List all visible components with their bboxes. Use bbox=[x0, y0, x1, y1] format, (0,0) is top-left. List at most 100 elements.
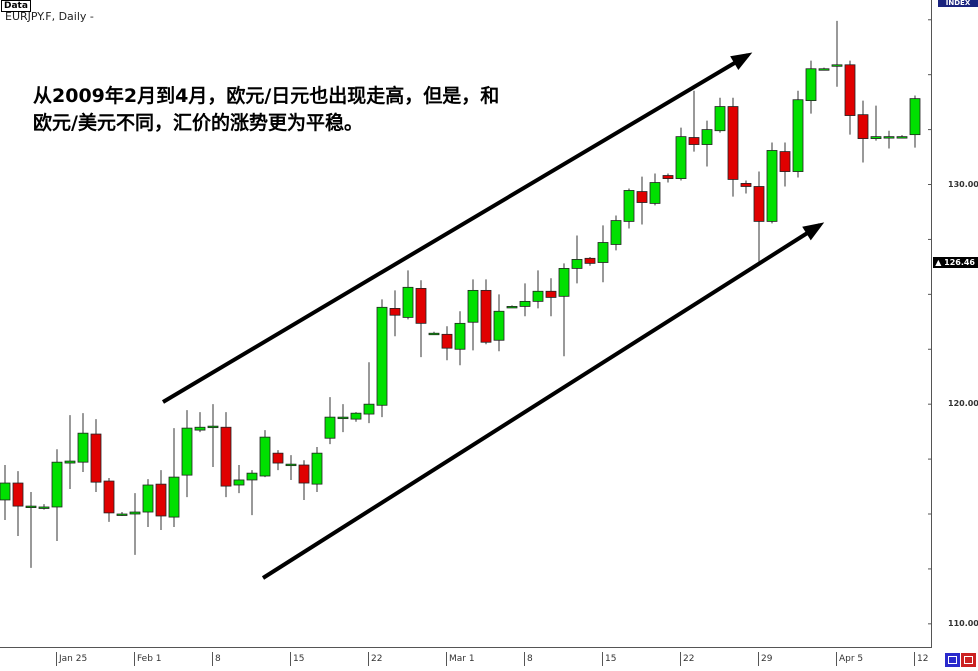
candle-body-up bbox=[532, 290, 544, 302]
arrow-shaft bbox=[161, 53, 750, 404]
candle-body-up bbox=[363, 403, 375, 415]
candle bbox=[454, 311, 466, 366]
candle bbox=[727, 97, 739, 197]
candle bbox=[480, 279, 492, 345]
candle bbox=[714, 97, 726, 133]
candle bbox=[532, 270, 544, 309]
candle bbox=[376, 299, 388, 418]
candle-body-up bbox=[714, 106, 726, 132]
candle bbox=[415, 280, 427, 358]
candle bbox=[51, 449, 63, 542]
candle bbox=[25, 492, 37, 568]
trend-arrows bbox=[161, 52, 825, 580]
candle-body-up bbox=[571, 259, 583, 269]
candle bbox=[545, 278, 557, 317]
candle bbox=[103, 477, 115, 522]
candle bbox=[168, 428, 180, 527]
candle-body-up bbox=[506, 306, 518, 309]
candle bbox=[558, 263, 570, 357]
candle-body-up bbox=[194, 426, 206, 431]
candle-body-down bbox=[298, 464, 310, 484]
candle bbox=[506, 305, 518, 309]
last-price-value: 126.46 bbox=[944, 258, 975, 268]
candle-body-up bbox=[493, 310, 505, 341]
candle-body-up bbox=[701, 129, 713, 145]
candle-body-up bbox=[428, 332, 440, 336]
candle bbox=[896, 135, 908, 139]
candle-body-up bbox=[519, 300, 531, 307]
data-tab[interactable]: Data bbox=[1, 0, 31, 12]
candle bbox=[883, 130, 895, 149]
zoom-in-button[interactable] bbox=[945, 653, 960, 667]
candle-body-up bbox=[376, 306, 388, 406]
candle-body-up bbox=[649, 182, 661, 204]
candle bbox=[363, 362, 375, 424]
candle bbox=[623, 188, 635, 229]
candle bbox=[220, 412, 232, 498]
candle bbox=[662, 173, 674, 183]
candle-body-down bbox=[740, 183, 752, 187]
x-tick-label: 22 bbox=[368, 652, 382, 666]
candle bbox=[610, 215, 622, 251]
x-tick-label: 8 bbox=[524, 652, 533, 666]
annotation-line-2: 欧元/美元不同，汇价的涨势更为平稳。 bbox=[33, 112, 363, 134]
x-tick-label: 12 bbox=[914, 652, 928, 666]
x-tick-label: Feb 1 bbox=[134, 652, 162, 666]
candle-body-up bbox=[207, 425, 219, 429]
candle bbox=[272, 450, 284, 471]
candle-body-up bbox=[181, 427, 193, 476]
candle bbox=[831, 20, 843, 87]
candle bbox=[12, 471, 24, 536]
candle-body-up bbox=[311, 452, 323, 485]
candle-body-up bbox=[142, 484, 154, 513]
candle bbox=[792, 90, 804, 178]
candle-body-down bbox=[155, 483, 167, 517]
arrowhead-icon bbox=[730, 52, 753, 71]
index-tab[interactable]: INDEX bbox=[938, 0, 978, 7]
lower-trend-arrow bbox=[261, 222, 825, 580]
candle-body-up bbox=[129, 511, 141, 515]
candle bbox=[285, 455, 297, 480]
candle bbox=[818, 67, 830, 71]
candle bbox=[779, 142, 791, 187]
candle-body-down bbox=[857, 114, 869, 140]
candle-body-up bbox=[337, 416, 349, 420]
candle bbox=[298, 460, 310, 500]
candle-body-up bbox=[285, 463, 297, 467]
candle-body-up bbox=[0, 482, 11, 501]
candle-body-down bbox=[636, 191, 648, 203]
candle bbox=[402, 270, 414, 320]
candle-body-up bbox=[805, 68, 817, 102]
candle bbox=[207, 404, 219, 467]
x-tick-label: 8 bbox=[212, 652, 221, 666]
x-tick-label: 22 bbox=[680, 652, 694, 666]
candle bbox=[259, 430, 271, 478]
candle bbox=[649, 173, 661, 206]
candle bbox=[441, 326, 453, 361]
candle-body-up bbox=[818, 68, 830, 71]
candle-body-down bbox=[389, 308, 401, 316]
candle bbox=[350, 412, 362, 422]
zoom-out-button[interactable] bbox=[961, 653, 976, 667]
last-price-label: ▲ 126.46 bbox=[933, 257, 978, 269]
candle-body-up bbox=[610, 220, 622, 245]
candle bbox=[805, 60, 817, 114]
candle-body-down bbox=[103, 480, 115, 514]
candle bbox=[766, 142, 778, 224]
candle-body-up bbox=[233, 479, 245, 486]
candle-body-down bbox=[220, 426, 232, 487]
candles-group bbox=[0, 20, 921, 568]
candle-body-down bbox=[662, 175, 674, 179]
arrowhead-icon bbox=[802, 222, 825, 241]
upper-trend-arrow bbox=[161, 52, 753, 404]
candle-body-up bbox=[116, 513, 128, 516]
candle bbox=[155, 470, 167, 531]
candle-body-down bbox=[688, 137, 700, 145]
candle-body-up bbox=[883, 136, 895, 139]
candle-body-up bbox=[558, 268, 570, 297]
candle bbox=[493, 294, 505, 352]
candle-body-down bbox=[90, 433, 102, 483]
candle bbox=[233, 465, 245, 494]
candle bbox=[194, 412, 206, 433]
candle bbox=[740, 180, 752, 194]
